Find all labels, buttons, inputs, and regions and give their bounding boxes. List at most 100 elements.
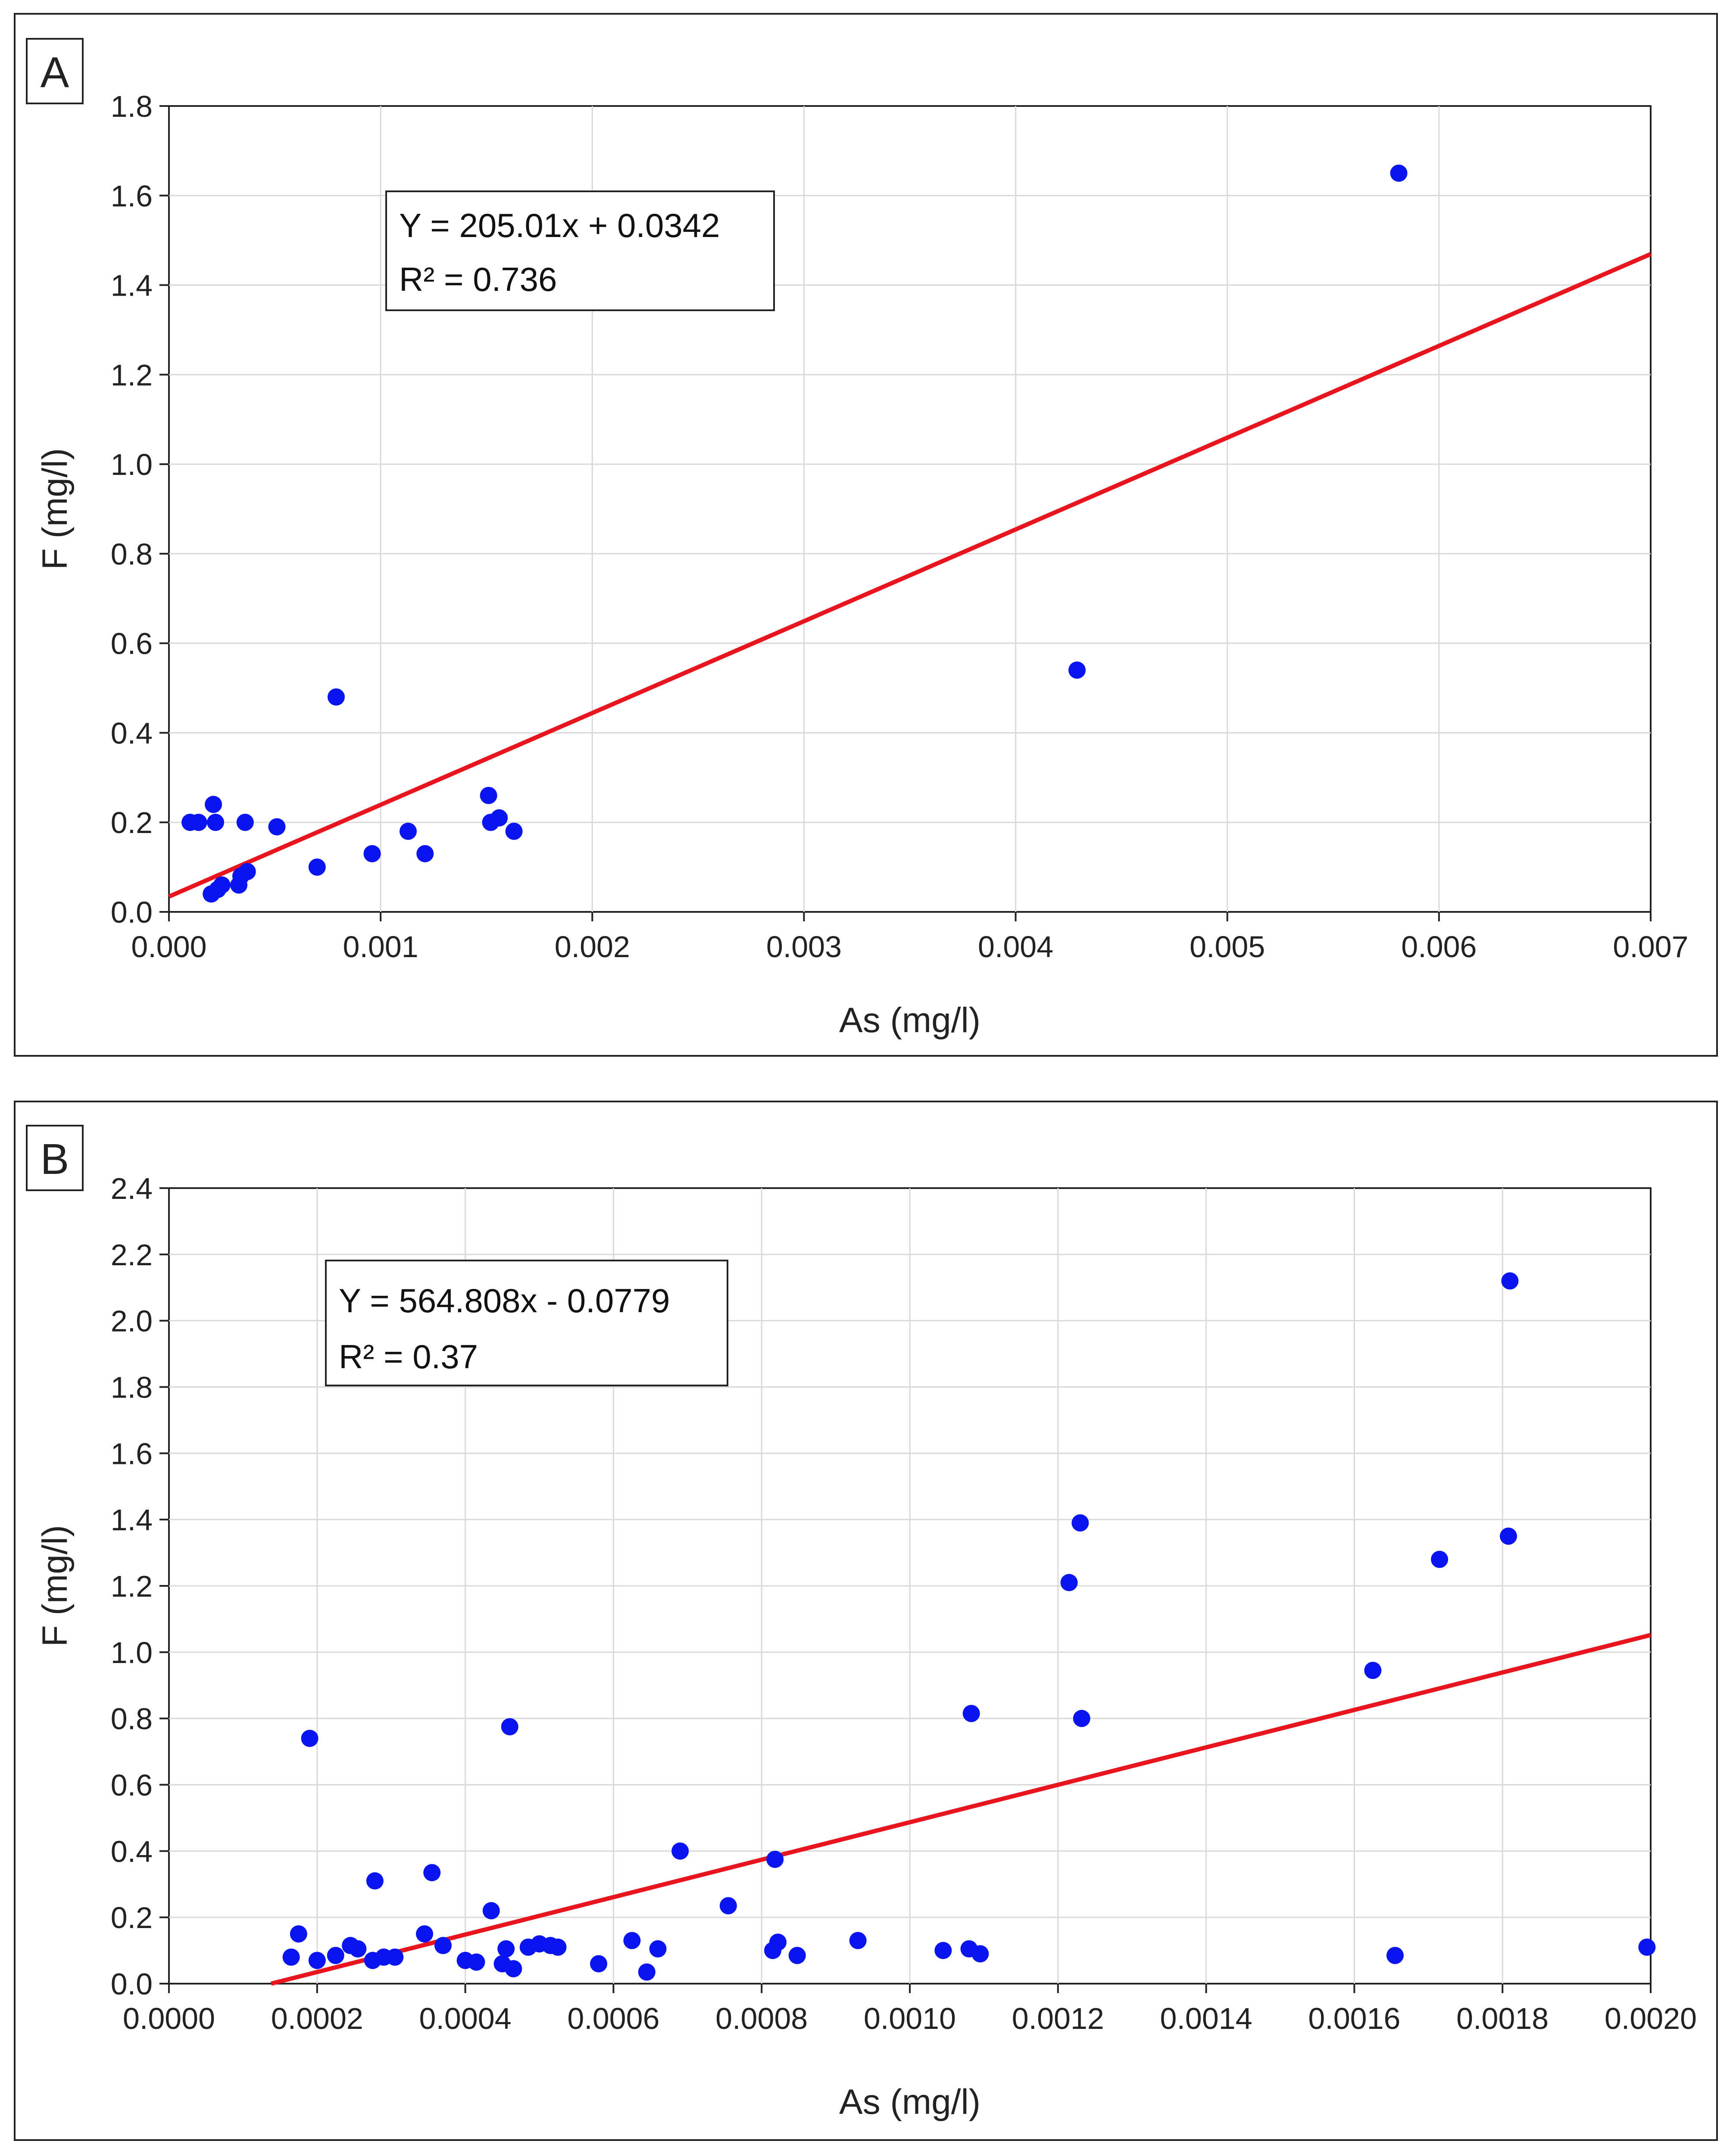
panel-b-x-tick-label: 0.0000	[123, 2002, 215, 2035]
panel-b-data-point	[468, 1953, 485, 1971]
panel-a-y-tick-label: 1.2	[111, 358, 153, 392]
panel-b-data-point	[638, 1963, 656, 1981]
panel-a-data-point	[363, 845, 381, 862]
panel-b-data-point	[849, 1932, 867, 1950]
panel-a-y-tick-label: 0.2	[111, 806, 153, 839]
panel-b-data-point	[366, 1872, 384, 1890]
panel-a-x-tick-label: 0.003	[766, 930, 842, 964]
panel-b-data-point	[1364, 1662, 1382, 1679]
panel-b-data-point	[1499, 1527, 1517, 1545]
panel-b-data-point	[327, 1947, 344, 1964]
panel-a-data-point	[399, 823, 417, 840]
panel-b-data-point	[549, 1938, 567, 1956]
panel-b-data-point	[290, 1925, 307, 1943]
panel-a-y-tick-label: 1.6	[111, 179, 153, 213]
panel-b-y-tick-label: 1.4	[111, 1503, 153, 1537]
panel-a-data-point	[328, 688, 345, 706]
panel-b-data-point	[962, 1705, 980, 1722]
panel-a-y-tick-label: 0.8	[111, 537, 153, 571]
panel-b-data-point	[623, 1932, 641, 1950]
panel-b-y-tick-label: 0.0	[111, 1967, 153, 2001]
panel-a-data-point	[490, 809, 508, 827]
panel-b-data-point	[1073, 1710, 1090, 1727]
panel-a-y-tick-label: 1.4	[111, 269, 153, 303]
panel-b-data-point	[482, 1902, 500, 1919]
panel-a-y-tick-label: 1.8	[111, 90, 153, 123]
panel-b-y-tick-label: 1.8	[111, 1371, 153, 1404]
panel-a-data-point	[213, 876, 231, 894]
panel-b-data-point	[934, 1942, 952, 1960]
panel-b-data-point	[349, 1940, 367, 1958]
panel-a-data-point	[268, 818, 286, 836]
panel-b-y-tick-label: 1.0	[111, 1636, 153, 1669]
panel-a-y-tick-label: 0.0	[111, 896, 153, 929]
panel-a-x-tick-label: 0.002	[555, 930, 630, 964]
panel-a-x-axis-label: As (mg/l)	[839, 1001, 980, 1040]
panel-b-data-point	[649, 1940, 667, 1958]
panel-a-label: A	[41, 48, 69, 97]
panel-b-x-tick-label: 0.0002	[271, 2002, 363, 2035]
panel-a-label-box	[26, 38, 84, 104]
panel-b-data-point	[1501, 1272, 1519, 1290]
panel-b-x-tick-label: 0.0018	[1456, 2002, 1549, 2035]
panel-b-y-tick-label: 2.0	[111, 1304, 153, 1338]
panel-b: 0.0000 0.0002 0.0004 0.0006 0.0008 0.0010 0.00…	[14, 1101, 1718, 2141]
panel-a-y-axis-label: F (mg/l)	[35, 448, 75, 570]
panel-b-data-point	[1431, 1551, 1449, 1568]
panel-b-data-point	[497, 1940, 515, 1958]
panel-a-x-tick-label: 0.001	[343, 930, 418, 964]
panel-b-data-point	[1060, 1574, 1078, 1591]
panel-b-y-tick-label: 0.4	[111, 1835, 153, 1868]
panel-a-data-point	[416, 845, 434, 862]
panel-a-x-tick-label: 0.007	[1613, 930, 1688, 964]
panel-a-data-point	[205, 796, 222, 813]
panel-a-data-point	[238, 863, 256, 880]
panel-a-regression-line	[168, 252, 1652, 899]
panel-b-x-tick-label: 0.0020	[1605, 2002, 1697, 2035]
panel-a-data-point	[236, 814, 254, 831]
panel-b-data-point	[971, 1945, 989, 1963]
panel-b-data-point	[590, 1955, 608, 1972]
panel-b-label: B	[41, 1135, 69, 1183]
panel-b-y-tick-label: 1.2	[111, 1570, 153, 1603]
panel-b-y-tick-label: 0.6	[111, 1769, 153, 1802]
panel-b-x-tick-label: 0.0014	[1160, 2002, 1252, 2035]
panel-b-data-point	[719, 1897, 737, 1915]
panel-a-label-group: A	[26, 38, 84, 104]
panel-b-data-point	[386, 1948, 404, 1966]
panel-a-data-point	[1068, 662, 1086, 679]
panel-a-data-point	[1390, 164, 1408, 182]
panel-b-y-tick-label: 0.8	[111, 1702, 153, 1736]
panel-b-data-point	[788, 1947, 806, 1964]
panel-b-data-point	[1386, 1947, 1404, 1964]
panel-a-data-point	[190, 814, 207, 831]
panel-a-x-tick-label: 0.006	[1401, 930, 1477, 964]
panel-b-data-point	[423, 1864, 441, 1882]
panel-a-x-tick-label: 0.005	[1190, 930, 1265, 964]
panel-b-data-point	[434, 1937, 452, 1954]
panel-b-x-tick-label: 0.0012	[1012, 2002, 1104, 2035]
panel-b-data-point	[671, 1842, 689, 1860]
panel-b-equation-box: Y = 564.808x - 0.0779 R² = 0.37	[325, 1260, 728, 1386]
panel-a-data-point	[308, 858, 326, 876]
panel-b-y-tick-label: 2.4	[111, 1172, 153, 1205]
panel-a-equation: Y = 205.01x + 0.0342	[399, 206, 720, 244]
panel-b-data-point	[416, 1925, 434, 1943]
panel-b-x-tick-label: 0.0004	[419, 2002, 512, 2035]
panel-b-data-point	[766, 1850, 784, 1868]
panel-b-r-squared: R² = 0.37	[339, 1338, 478, 1376]
panel-b-x-tick-label: 0.0006	[567, 2002, 659, 2035]
panel-a-x-tick-label: 0.004	[978, 930, 1053, 964]
panel-a-y-tick-label: 0.6	[111, 627, 153, 661]
panel-b-equation: Y = 564.808x - 0.0779	[339, 1282, 670, 1320]
panel-a-y-tick-label: 0.4	[111, 716, 153, 750]
panel-b-x-axis-label: As (mg/l)	[839, 2082, 980, 2122]
panel-b-data-point	[308, 1952, 326, 1969]
panel-b-data-point	[769, 1933, 787, 1951]
panel-a-data-point	[480, 786, 497, 804]
panel-b-y-tick-label: 0.2	[111, 1901, 153, 1935]
panel-b-regression-line	[270, 1633, 1652, 1986]
panel-a-r-squared: R² = 0.736	[399, 260, 557, 298]
panel-b-data-point	[301, 1729, 318, 1747]
